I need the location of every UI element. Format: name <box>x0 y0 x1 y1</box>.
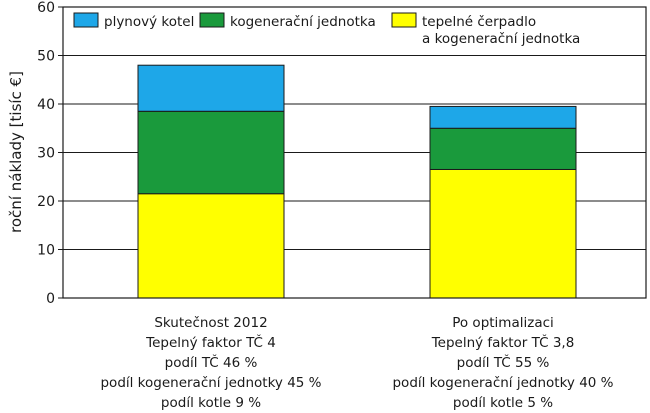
legend-label: plynový kotel <box>104 14 194 30</box>
bar-segment <box>429 168 577 299</box>
y-tick-label: 0 <box>46 291 55 307</box>
legend-swatch <box>73 12 99 28</box>
category-labels: Skutečnost 2012 Tepelný faktor TČ 4 podíl … <box>100 315 613 411</box>
legend: plynový kotel kogenerační jednotka tepelné… <box>73 12 580 47</box>
y-tick-label: 20 <box>37 194 55 210</box>
legend-label: tepelné čerpadlo a kogenerační jednotka <box>422 14 580 47</box>
legend-swatch <box>199 12 225 28</box>
bar-segment <box>137 64 285 112</box>
bars <box>137 64 577 299</box>
axes: 0 10 20 30 40 50 60 <box>37 0 647 307</box>
legend-label: kogenerační jednotka <box>230 14 376 30</box>
y-axis-label: roční náklady [tisíc €] <box>7 71 25 233</box>
bar-segment <box>137 110 285 195</box>
bar-segment <box>137 193 285 299</box>
y-tick-label: 40 <box>37 97 55 113</box>
x-category-label: Skutečnost 2012 Tepelný faktor TČ 4 podíl … <box>100 315 321 411</box>
y-tick-label: 60 <box>37 0 55 16</box>
legend-swatch <box>391 12 417 28</box>
plot-frame <box>62 6 647 299</box>
x-category-label: Po optimalizaci Tepelný faktor TČ 3,8 podí… <box>392 315 613 411</box>
bar-segment <box>429 105 577 129</box>
y-tick-label: 30 <box>37 146 55 162</box>
bar-segment <box>429 127 577 170</box>
y-tick-label: 50 <box>37 49 55 65</box>
y-tick-label: 10 <box>37 243 55 259</box>
